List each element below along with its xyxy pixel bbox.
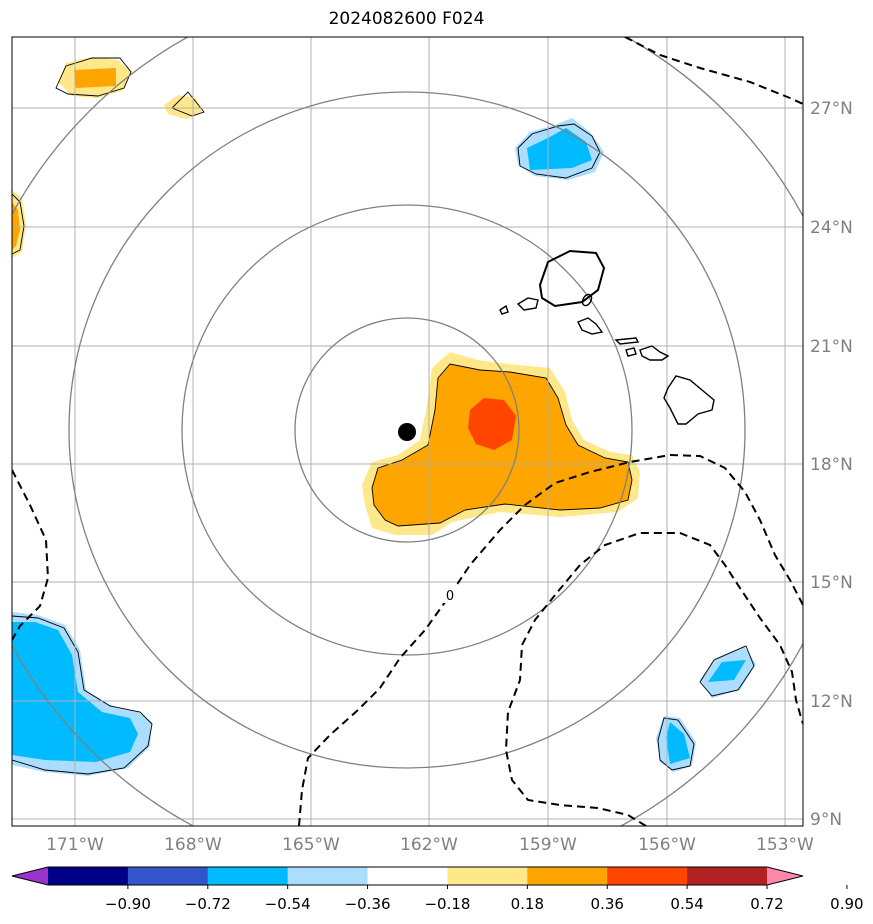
negative-anomaly-se-core: [708, 660, 746, 682]
lon-label: 168°W: [164, 835, 222, 855]
colorbar-tick-label: 0.18: [511, 895, 544, 913]
island-maui: [639, 345, 670, 361]
coastline-oval: [581, 293, 593, 307]
colorbar-tick-label: −0.72: [185, 895, 231, 913]
lon-label: 165°W: [282, 835, 340, 855]
colorbar-segment: [447, 867, 528, 885]
range-rings: [12, 37, 803, 826]
range-ring-3: [68, 91, 746, 769]
colorbar-segment: [127, 867, 209, 885]
colorbar-tick-label: −0.18: [424, 895, 470, 913]
range-ring-1: [294, 317, 520, 543]
zero-contour-central: [298, 453, 803, 826]
island-kauai: [516, 297, 539, 311]
map-frame: [11, 36, 804, 827]
island-lanai: [625, 347, 637, 357]
zero-contour-south: [504, 532, 803, 826]
positive-anomaly-nw-small: [164, 95, 202, 119]
lat-label: 12°N: [810, 692, 853, 712]
colorbar-segment: [607, 867, 688, 885]
lat-label: 27°N: [810, 99, 853, 119]
lat-label: 21°N: [810, 337, 853, 357]
anomaly-fill-layer: [12, 57, 756, 776]
contour-label-group: 0: [443, 587, 457, 604]
map-area: 0: [12, 37, 803, 826]
colorbar-tick-label: −0.90: [105, 895, 151, 913]
colorbar-tick-label: 0.54: [670, 895, 703, 913]
lat-label: 15°N: [810, 573, 853, 593]
colorbar-segment: [687, 867, 768, 885]
lon-label: 153°W: [756, 835, 814, 855]
positive-anomaly-nw-core: [74, 68, 116, 88]
colorbar-tick-label: 0.90: [830, 895, 863, 913]
colorbar-segment: [287, 867, 369, 885]
lon-label: 159°W: [519, 835, 577, 855]
positive-anomaly-core: [468, 398, 516, 450]
colorbar-segment: [367, 867, 448, 885]
colorbar-tick-label: −0.54: [265, 895, 311, 913]
lon-label: 162°W: [400, 835, 458, 855]
negative-anomaly-s-core: [666, 722, 690, 764]
colorbar-extend-high: [767, 867, 803, 885]
lon-label: 156°W: [638, 835, 696, 855]
island-niihau: [499, 304, 509, 315]
colorbar-segment: [207, 867, 289, 885]
zero-contour-west: [12, 469, 50, 641]
latitude-labels: 27°N 24°N 21°N 18°N 15°N 12°N 9°N: [810, 99, 853, 830]
colorbar-tick-label: 0.36: [591, 895, 624, 913]
colorbar-tick-label: 0.72: [750, 895, 783, 913]
negative-anomaly-ne-core: [527, 128, 592, 170]
colorbar-tick-label: −0.36: [345, 895, 391, 913]
longitude-labels: 171°W 168°W 165°W 162°W 159°W 156°W 153°…: [46, 835, 814, 855]
positive-anomaly-west-edge-core: [12, 202, 20, 250]
island-oahu: [577, 317, 604, 335]
island-hawaii: [663, 375, 715, 425]
island-molokai: [614, 337, 640, 345]
lat-label: 9°N: [810, 810, 842, 830]
plot-title: 2024082600 F024: [328, 9, 485, 29]
colorbar-segment: [527, 867, 608, 885]
colorbar-segment: [48, 867, 129, 885]
colorbar-ticks: −0.90 −0.72 −0.54 −0.36 −0.18 0.18 0.36 0.54 0.7…: [105, 885, 864, 913]
lat-label: 24°N: [810, 218, 853, 238]
colorbar-extend-low: [12, 867, 48, 885]
zero-contours: [12, 37, 803, 826]
shading-outline-layer: [12, 57, 755, 775]
zero-contour-ne: [624, 37, 803, 105]
hawaiian-islands: [499, 249, 715, 425]
colorbar-segments: [12, 867, 803, 885]
colorbar: −0.90 −0.72 −0.54 −0.36 −0.18 0.18 0.36 0.54 0.7…: [11, 866, 864, 913]
contour-label: 0: [446, 589, 454, 604]
lon-label: 171°W: [46, 835, 104, 855]
coastline-loop: [538, 249, 606, 308]
range-ring-2: [181, 204, 633, 656]
colorbar-outline: [11, 866, 804, 886]
lat-label: 18°N: [810, 455, 853, 475]
storm-center-marker: [398, 423, 416, 441]
